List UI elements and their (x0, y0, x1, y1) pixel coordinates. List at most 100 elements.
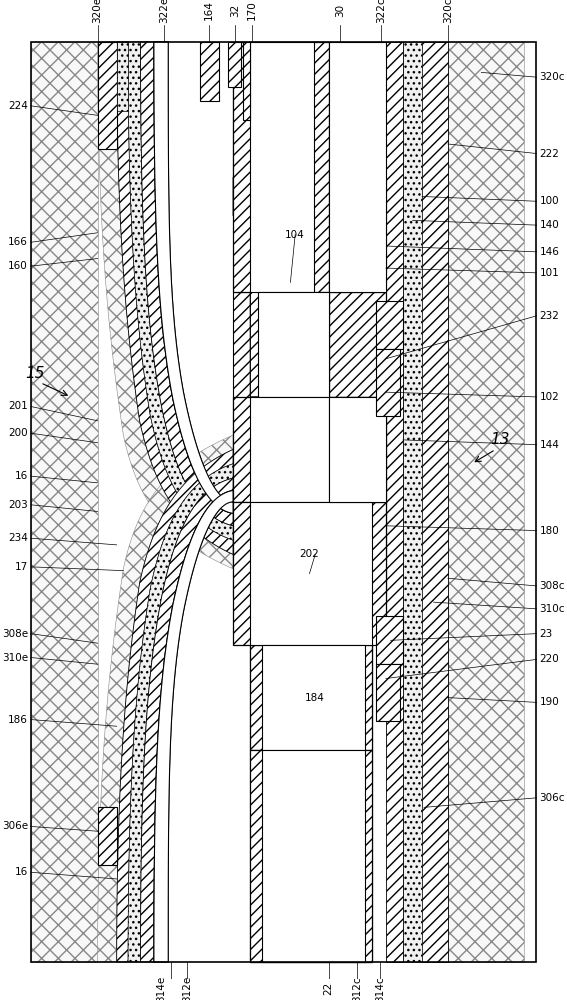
Polygon shape (314, 292, 386, 502)
Polygon shape (233, 42, 329, 177)
Text: 186: 186 (8, 715, 28, 725)
Polygon shape (243, 42, 250, 120)
Polygon shape (329, 397, 386, 502)
Text: 32: 32 (230, 4, 240, 17)
Polygon shape (250, 502, 371, 645)
Polygon shape (250, 292, 329, 397)
Polygon shape (262, 645, 365, 750)
Polygon shape (250, 42, 314, 177)
Polygon shape (262, 750, 365, 962)
Text: 322e: 322e (159, 0, 170, 23)
Text: 202: 202 (299, 549, 319, 559)
Text: 164: 164 (204, 0, 214, 20)
Text: 22: 22 (324, 982, 333, 995)
Text: 144: 144 (540, 440, 560, 450)
Text: 203: 203 (8, 500, 28, 510)
Text: 160: 160 (8, 261, 28, 271)
Text: 320c: 320c (443, 0, 453, 23)
Polygon shape (141, 478, 233, 962)
Polygon shape (250, 397, 329, 502)
Text: 310e: 310e (2, 653, 28, 663)
Text: 180: 180 (540, 526, 559, 536)
Polygon shape (250, 750, 371, 962)
Polygon shape (376, 616, 403, 664)
Text: 102: 102 (540, 392, 559, 402)
Text: 13: 13 (490, 432, 510, 447)
Text: 101: 101 (540, 268, 559, 278)
Text: 166: 166 (8, 237, 28, 247)
Text: 314e: 314e (156, 976, 167, 1000)
Polygon shape (233, 397, 329, 502)
Text: 320e: 320e (92, 0, 103, 23)
Polygon shape (258, 292, 329, 397)
Text: 15: 15 (25, 366, 44, 381)
Text: 146: 146 (540, 247, 560, 257)
Text: 184: 184 (304, 693, 324, 703)
Polygon shape (154, 42, 233, 513)
Polygon shape (329, 292, 386, 397)
Polygon shape (233, 42, 329, 292)
Polygon shape (376, 301, 403, 349)
Text: 306e: 306e (2, 821, 28, 831)
Polygon shape (154, 490, 233, 962)
Polygon shape (376, 664, 400, 721)
Text: 16: 16 (15, 471, 28, 481)
Text: 16: 16 (15, 867, 28, 877)
Polygon shape (448, 42, 524, 962)
Text: 232: 232 (540, 311, 560, 321)
Text: 23: 23 (540, 629, 553, 639)
Polygon shape (233, 292, 329, 502)
Text: 234: 234 (8, 533, 28, 543)
Text: 17: 17 (15, 562, 28, 572)
Text: 30: 30 (335, 4, 345, 17)
Polygon shape (314, 177, 329, 292)
Polygon shape (233, 177, 329, 301)
Polygon shape (117, 449, 233, 962)
Polygon shape (233, 502, 386, 645)
Polygon shape (329, 42, 386, 292)
Text: 322c: 322c (376, 0, 386, 23)
Text: 320c: 320c (540, 72, 565, 82)
Polygon shape (154, 42, 233, 513)
Polygon shape (98, 42, 233, 569)
Polygon shape (386, 42, 403, 962)
Polygon shape (128, 42, 233, 540)
Polygon shape (117, 42, 128, 111)
Polygon shape (31, 42, 98, 962)
Text: 222: 222 (540, 149, 560, 159)
Text: 312e: 312e (183, 976, 192, 1000)
Text: 314c: 314c (375, 976, 385, 1000)
Polygon shape (128, 464, 233, 962)
Polygon shape (250, 502, 371, 597)
Text: 190: 190 (540, 697, 559, 707)
Polygon shape (141, 42, 233, 526)
Polygon shape (403, 42, 422, 962)
Polygon shape (422, 42, 448, 962)
Polygon shape (329, 177, 386, 292)
Polygon shape (229, 42, 241, 87)
Polygon shape (154, 490, 233, 962)
Polygon shape (250, 42, 314, 292)
Polygon shape (262, 645, 365, 750)
Polygon shape (200, 42, 219, 101)
Polygon shape (98, 807, 117, 865)
Text: 100: 100 (540, 196, 559, 206)
Text: 201: 201 (8, 401, 28, 411)
Text: 306c: 306c (540, 793, 565, 803)
Polygon shape (233, 502, 386, 597)
Polygon shape (250, 645, 371, 750)
Polygon shape (250, 750, 371, 962)
Text: 224: 224 (8, 101, 28, 111)
Polygon shape (262, 750, 365, 962)
Polygon shape (376, 349, 400, 416)
Text: 308e: 308e (2, 629, 28, 639)
Text: 200: 200 (9, 428, 28, 438)
Polygon shape (329, 42, 386, 962)
Polygon shape (329, 397, 386, 502)
Polygon shape (117, 42, 233, 554)
Text: 220: 220 (540, 654, 559, 664)
Text: 312c: 312c (352, 976, 362, 1000)
Polygon shape (272, 297, 329, 387)
Polygon shape (250, 645, 371, 750)
Polygon shape (98, 435, 233, 962)
